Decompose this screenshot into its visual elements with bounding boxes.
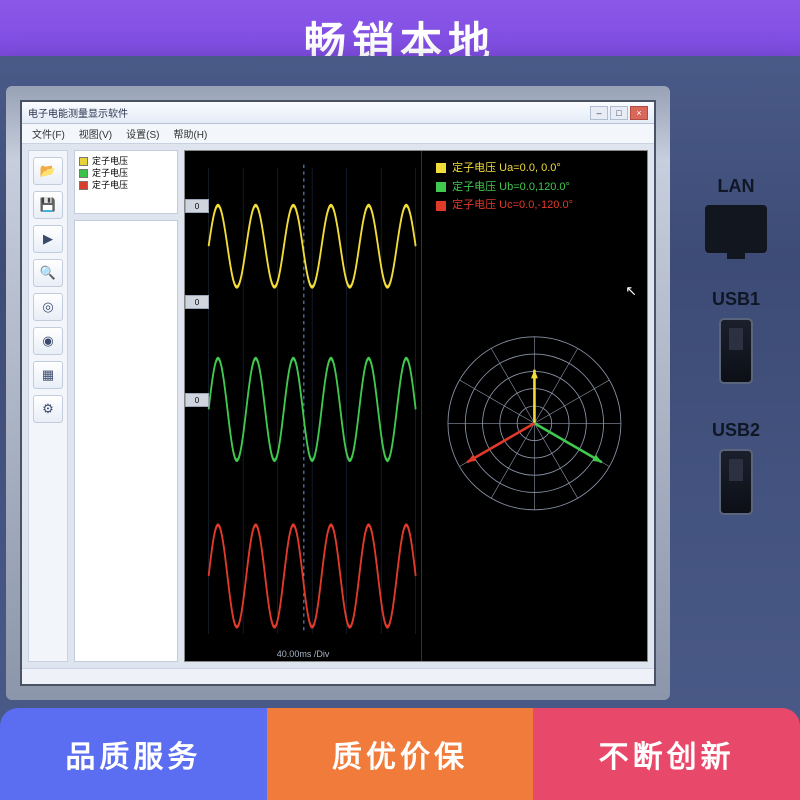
footer-badges: 品质服务 质优价保 不断创新 [0, 708, 800, 800]
legend-row[interactable]: 定子电压 [79, 167, 173, 179]
legend-label: 定子电压 [92, 167, 128, 179]
app-screen: 电子电能测量显示软件 – □ × 文件(F) 视图(V) 设置(S) 帮助(H)… [20, 100, 656, 686]
left-toolbar: 📂 💾 ▶ 🔍 ◎ ◉ ▦ ⚙ [28, 150, 68, 662]
menu-view[interactable]: 视图(V) [79, 126, 112, 141]
legend-swatch [79, 181, 88, 190]
save-icon[interactable]: 💾 [33, 191, 63, 219]
svg-text:↖: ↖ [625, 282, 637, 298]
legend-swatch [79, 169, 88, 178]
polar-legend-text: 定子电压 Ub=0.0,120.0° [452, 178, 570, 197]
axis-tick: 0 [185, 393, 209, 407]
app-title: 电子电能测量显示软件 [28, 105, 128, 120]
polar-legend-swatch [436, 163, 446, 173]
usb1-port-icon [719, 318, 753, 384]
menu-file[interactable]: 文件(F) [32, 126, 65, 141]
gear-icon[interactable]: ⚙ [33, 395, 63, 423]
polar-legend-swatch [436, 201, 446, 211]
waveform-canvas[interactable] [185, 151, 421, 661]
menu-setup[interactable]: 设置(S) [126, 126, 159, 141]
open-icon[interactable]: 📂 [33, 157, 63, 185]
window-titlebar[interactable]: 电子电能测量显示软件 – □ × [22, 102, 654, 124]
polar-legend-text: 定子电压 Uc=0.0,-120.0° [452, 196, 573, 215]
menu-bar[interactable]: 文件(F) 视图(V) 设置(S) 帮助(H) [22, 124, 654, 144]
polar-legend-swatch [436, 182, 446, 192]
legend-label: 定子电压 [92, 179, 128, 191]
usb1-port-block: USB1 [712, 289, 760, 384]
hardware-ports: LAN USB1 USB2 [686, 176, 786, 515]
status-bar [22, 668, 654, 684]
legend-swatch [79, 157, 88, 166]
polar-legend-text: 定子电压 Ua=0.0, 0.0° [452, 159, 561, 178]
badge-quality: 品质服务 [0, 708, 267, 800]
device-chassis: 电子电能测量显示软件 – □ × 文件(F) 视图(V) 设置(S) 帮助(H)… [0, 56, 800, 740]
badge-price: 质优价保 [267, 708, 534, 800]
usb2-port-block: USB2 [712, 420, 760, 515]
polar-canvas[interactable]: ↖ [422, 151, 647, 661]
polar-legend-row: 定子电压 Uc=0.0,-120.0° [436, 196, 573, 215]
timebase-label: 40.00ms /Div [185, 649, 421, 659]
legend-row[interactable]: 定子电压 [79, 155, 173, 167]
polar-legend-row: 定子电压 Ua=0.0, 0.0° [436, 159, 573, 178]
window-maximize-button[interactable]: □ [610, 106, 628, 120]
waveform-panel[interactable]: 0 0 0 40.00ms /Div [185, 151, 421, 661]
badge-innovate: 不断创新 [533, 708, 800, 800]
play-icon[interactable]: ▶ [33, 225, 63, 253]
window-minimize-button[interactable]: – [590, 106, 608, 120]
legend-row[interactable]: 定子电压 [79, 179, 173, 191]
zoom-icon[interactable]: 🔍 [33, 259, 63, 287]
usb2-port-icon [719, 449, 753, 515]
usb1-label: USB1 [712, 289, 760, 310]
info-panel [74, 220, 178, 662]
lan-label: LAN [718, 176, 755, 197]
usb2-label: USB2 [712, 420, 760, 441]
channel-legend-panel[interactable]: 定子电压定子电压定子电压 [74, 150, 178, 214]
menu-help[interactable]: 帮助(H) [173, 126, 207, 141]
plot-area: 0 0 0 40.00ms /Div ↖ 定子电压 Ua=0.0, 0.0°定子… [184, 150, 648, 662]
axis-tick: 0 [185, 199, 209, 213]
scope-icon[interactable]: ◉ [33, 327, 63, 355]
lan-port-block: LAN [705, 176, 767, 253]
axis-tick: 0 [185, 295, 209, 309]
channel-column: 定子电压定子电压定子电压 [74, 150, 178, 662]
screen-bezel: 电子电能测量显示软件 – □ × 文件(F) 视图(V) 设置(S) 帮助(H)… [6, 86, 670, 700]
window-close-button[interactable]: × [630, 106, 648, 120]
legend-label: 定子电压 [92, 155, 128, 167]
target-icon[interactable]: ◎ [33, 293, 63, 321]
polar-legend-row: 定子电压 Ub=0.0,120.0° [436, 178, 573, 197]
grid-icon[interactable]: ▦ [33, 361, 63, 389]
polar-panel[interactable]: ↖ 定子电压 Ua=0.0, 0.0°定子电压 Ub=0.0,120.0°定子电… [421, 151, 647, 661]
polar-legend: 定子电压 Ua=0.0, 0.0°定子电压 Ub=0.0,120.0°定子电压 … [436, 159, 573, 215]
app-body: 📂💾▶🔍◎◉▦⚙ 定子电压定子电压定子电压 0 0 0 40.00ms /Div [22, 144, 654, 668]
lan-port-icon [705, 205, 767, 253]
